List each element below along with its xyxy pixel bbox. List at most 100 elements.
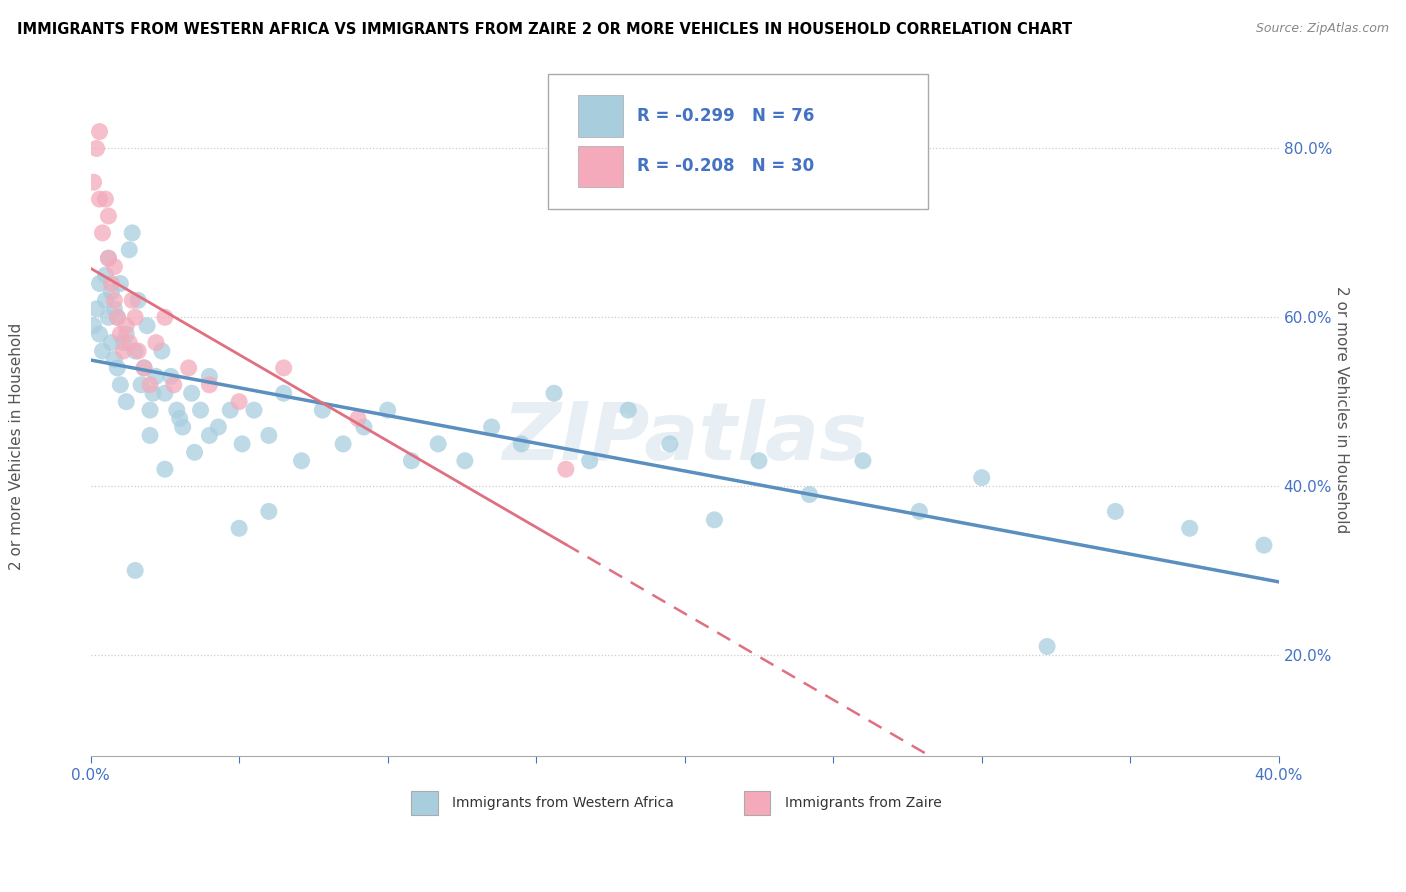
Point (1178, 521, 1201, 535)
Point (311, 403, 333, 417)
Point (799, 487, 821, 501)
Point (510, 437, 533, 451)
Point (169, 411, 191, 425)
Point (105, 310, 128, 325)
Text: R = -0.208   N = 30: R = -0.208 N = 30 (637, 158, 814, 176)
Point (617, 403, 640, 417)
Point (198, 369, 221, 384)
Text: 2 or more Vehicles in Household: 2 or more Vehicles in Household (10, 322, 24, 570)
Point (554, 462, 576, 476)
Point (273, 386, 295, 401)
Point (91, 344, 114, 359)
Point (110, 377, 132, 392)
Point (427, 437, 450, 451)
Point (115, 394, 138, 409)
Point (1253, 538, 1275, 552)
Text: ZIPatlas: ZIPatlas (502, 399, 868, 477)
Point (219, 403, 242, 417)
Point (129, 377, 152, 392)
Point (177, 360, 200, 375)
Point (231, 437, 253, 451)
Point (150, 344, 173, 359)
Point (103, 293, 125, 308)
Point (103, 301, 125, 316)
Point (115, 327, 138, 342)
Y-axis label: 2 or more Vehicles in Household: 2 or more Vehicles in Household (1334, 286, 1348, 533)
Point (124, 310, 146, 325)
Point (273, 360, 295, 375)
Text: Immigrants from Zaire: Immigrants from Zaire (785, 797, 941, 810)
Point (103, 260, 125, 274)
Point (198, 377, 221, 392)
Point (207, 420, 229, 434)
Point (970, 470, 993, 484)
Point (377, 403, 399, 417)
Point (91, 226, 114, 240)
Point (198, 428, 221, 442)
Point (127, 344, 149, 359)
Point (243, 403, 266, 417)
Point (658, 437, 681, 451)
Point (153, 462, 176, 476)
Point (94, 293, 117, 308)
Point (115, 318, 138, 333)
Point (145, 335, 167, 350)
Point (703, 513, 725, 527)
Point (353, 420, 375, 434)
Point (257, 504, 280, 518)
Point (118, 335, 141, 350)
Point (142, 386, 165, 401)
Point (401, 454, 423, 468)
Point (132, 360, 155, 375)
Point (139, 428, 162, 442)
Point (86, 301, 108, 316)
Point (97, 310, 120, 325)
Point (139, 403, 162, 417)
Point (110, 277, 132, 291)
Point (124, 564, 146, 578)
Point (180, 386, 202, 401)
Point (145, 369, 167, 384)
Point (127, 293, 149, 308)
Point (454, 454, 477, 468)
Point (86, 141, 108, 155)
Text: Source: ZipAtlas.com: Source: ZipAtlas.com (1256, 22, 1389, 36)
Text: Immigrants from Western Africa: Immigrants from Western Africa (451, 797, 673, 810)
Point (94, 268, 117, 282)
Point (136, 318, 159, 333)
Point (166, 403, 188, 417)
Point (83, 318, 105, 333)
Point (94, 192, 117, 206)
Point (83, 175, 105, 189)
Point (190, 403, 212, 417)
Point (89, 125, 111, 139)
Point (1036, 640, 1059, 654)
Point (481, 420, 503, 434)
Point (121, 293, 143, 308)
Point (97, 251, 120, 265)
Point (159, 369, 181, 384)
Point (543, 386, 565, 401)
Point (105, 310, 128, 325)
Point (852, 454, 875, 468)
Point (183, 445, 205, 459)
Point (97, 251, 120, 265)
Point (89, 277, 111, 291)
Point (290, 454, 312, 468)
Point (110, 327, 132, 342)
Point (153, 386, 176, 401)
FancyBboxPatch shape (578, 95, 623, 136)
FancyBboxPatch shape (744, 791, 770, 815)
Text: IMMIGRANTS FROM WESTERN AFRICA VS IMMIGRANTS FROM ZAIRE 2 OR MORE VEHICLES IN HO: IMMIGRANTS FROM WESTERN AFRICA VS IMMIGR… (17, 22, 1071, 37)
Point (105, 360, 128, 375)
Point (153, 310, 176, 325)
Point (100, 335, 122, 350)
FancyBboxPatch shape (578, 145, 623, 187)
Point (124, 344, 146, 359)
Point (97, 209, 120, 223)
Point (132, 360, 155, 375)
FancyBboxPatch shape (412, 791, 437, 815)
Point (748, 454, 770, 468)
Point (89, 327, 111, 342)
Point (908, 504, 931, 518)
